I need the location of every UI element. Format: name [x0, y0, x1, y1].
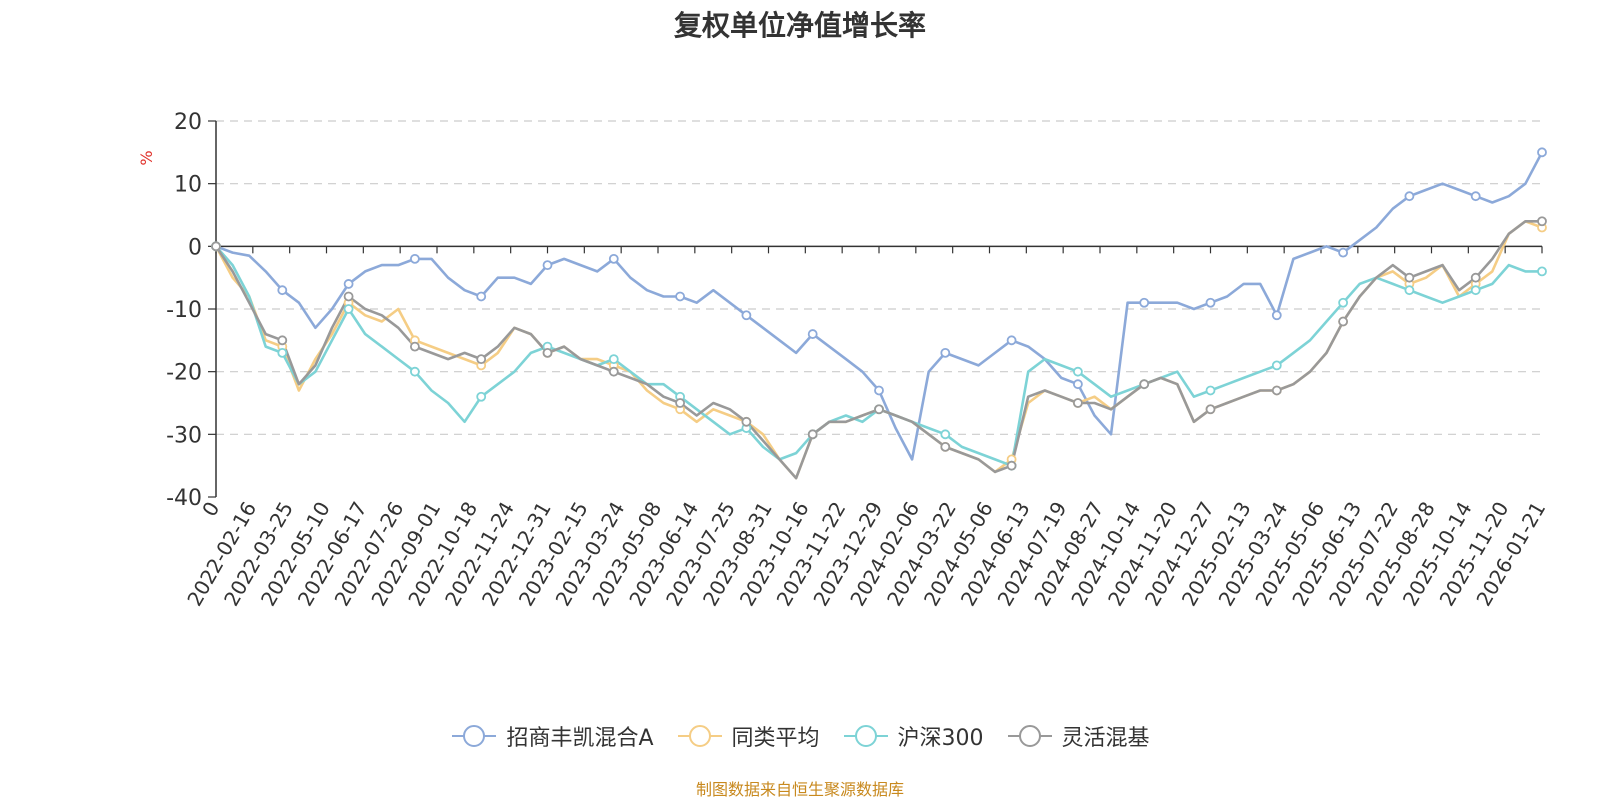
- marker-layer: [211, 147, 1547, 471]
- data-point[interactable]: [1271, 385, 1282, 396]
- grid-layer: [216, 120, 1542, 435]
- data-point[interactable]: [1537, 266, 1547, 277]
- data-point[interactable]: [608, 354, 619, 365]
- data-point[interactable]: [807, 429, 818, 440]
- data-point[interactable]: [476, 291, 487, 302]
- data-point[interactable]: [476, 391, 487, 402]
- data-point[interactable]: [277, 285, 288, 296]
- data-point[interactable]: [1470, 191, 1481, 202]
- source-note: 制图数据来自恒生聚源数据库: [695, 780, 904, 799]
- data-point[interactable]: [1073, 398, 1083, 408]
- data-point[interactable]: [343, 291, 354, 302]
- y-tick-label: 10: [174, 173, 202, 198]
- data-point[interactable]: [940, 347, 951, 358]
- legend-item[interactable]: 灵活混基: [1006, 720, 1150, 752]
- data-point[interactable]: [1271, 310, 1282, 321]
- y-tick-label: -20: [166, 361, 202, 386]
- data-point[interactable]: [409, 366, 420, 377]
- data-point[interactable]: [1470, 285, 1481, 296]
- data-point[interactable]: [1205, 385, 1216, 396]
- data-point[interactable]: [675, 398, 685, 408]
- data-point[interactable]: [1073, 366, 1083, 377]
- legend-label: 沪深300: [897, 726, 984, 751]
- data-point[interactable]: [409, 253, 420, 264]
- data-point[interactable]: [277, 347, 288, 358]
- series-layer: [214, 151, 1544, 480]
- data-point[interactable]: [1537, 216, 1547, 227]
- y-tick-label: -10: [166, 298, 202, 323]
- data-point[interactable]: [940, 429, 951, 440]
- data-point[interactable]: [476, 354, 487, 365]
- y-axis-unit-label: %: [137, 150, 156, 165]
- data-point[interactable]: [1073, 379, 1083, 390]
- data-point[interactable]: [608, 253, 619, 264]
- data-point[interactable]: [1139, 379, 1150, 390]
- data-point[interactable]: [1338, 247, 1348, 258]
- legend-label: 招商丰凯混合A: [506, 726, 654, 751]
- legend-symbol-icon: [843, 725, 888, 747]
- legend-label: 灵活混基: [1061, 726, 1150, 751]
- data-point[interactable]: [1338, 316, 1348, 327]
- data-point[interactable]: [940, 441, 951, 452]
- data-point[interactable]: [608, 366, 619, 377]
- data-point[interactable]: [741, 416, 752, 427]
- y-tick-label: -30: [166, 423, 202, 448]
- data-point[interactable]: [542, 347, 553, 358]
- legend-item[interactable]: 招商丰凯混合A: [450, 720, 654, 752]
- data-point[interactable]: [807, 329, 818, 339]
- legend-item[interactable]: 同类平均: [676, 720, 820, 752]
- data-point[interactable]: [1271, 360, 1282, 371]
- data-point[interactable]: [277, 335, 288, 346]
- legend-item[interactable]: 沪深300: [842, 720, 984, 752]
- data-point[interactable]: [1404, 272, 1415, 283]
- data-point[interactable]: [1404, 191, 1415, 202]
- data-point[interactable]: [1404, 285, 1415, 296]
- y-tick-label: 20: [174, 110, 202, 135]
- legend-symbol-icon: [452, 725, 497, 747]
- data-point[interactable]: [1006, 335, 1017, 346]
- data-point[interactable]: [1006, 460, 1017, 471]
- data-point[interactable]: [741, 310, 752, 321]
- data-point[interactable]: [542, 260, 553, 271]
- data-point[interactable]: [343, 279, 354, 289]
- data-point[interactable]: [343, 304, 354, 314]
- data-point[interactable]: [1205, 297, 1216, 308]
- data-point[interactable]: [1205, 404, 1216, 415]
- data-point[interactable]: [1338, 297, 1348, 308]
- chart-title: 复权单位净值增长率: [673, 9, 926, 42]
- legend-symbol-icon: [1007, 725, 1052, 747]
- axis-layer: 20100-10-20-30-4002022-02-162022-03-2520…: [166, 110, 1550, 610]
- data-point[interactable]: [211, 241, 221, 252]
- data-point[interactable]: [874, 385, 884, 396]
- data-point[interactable]: [1139, 297, 1150, 308]
- legend-symbol-icon: [677, 725, 722, 747]
- x-tick-label: 0: [197, 498, 224, 521]
- data-point[interactable]: [675, 291, 685, 302]
- legend-label: 同类平均: [731, 726, 820, 751]
- series-line-2: [215, 245, 1542, 467]
- data-point[interactable]: [874, 404, 884, 415]
- data-point[interactable]: [1537, 147, 1547, 158]
- data-point[interactable]: [409, 341, 420, 352]
- data-point[interactable]: [1470, 272, 1481, 283]
- y-tick-label: -40: [166, 486, 202, 511]
- legend: 招商丰凯混合A 同类平均 沪深300 灵活混基: [0, 720, 1600, 752]
- y-tick-label: 0: [188, 235, 202, 260]
